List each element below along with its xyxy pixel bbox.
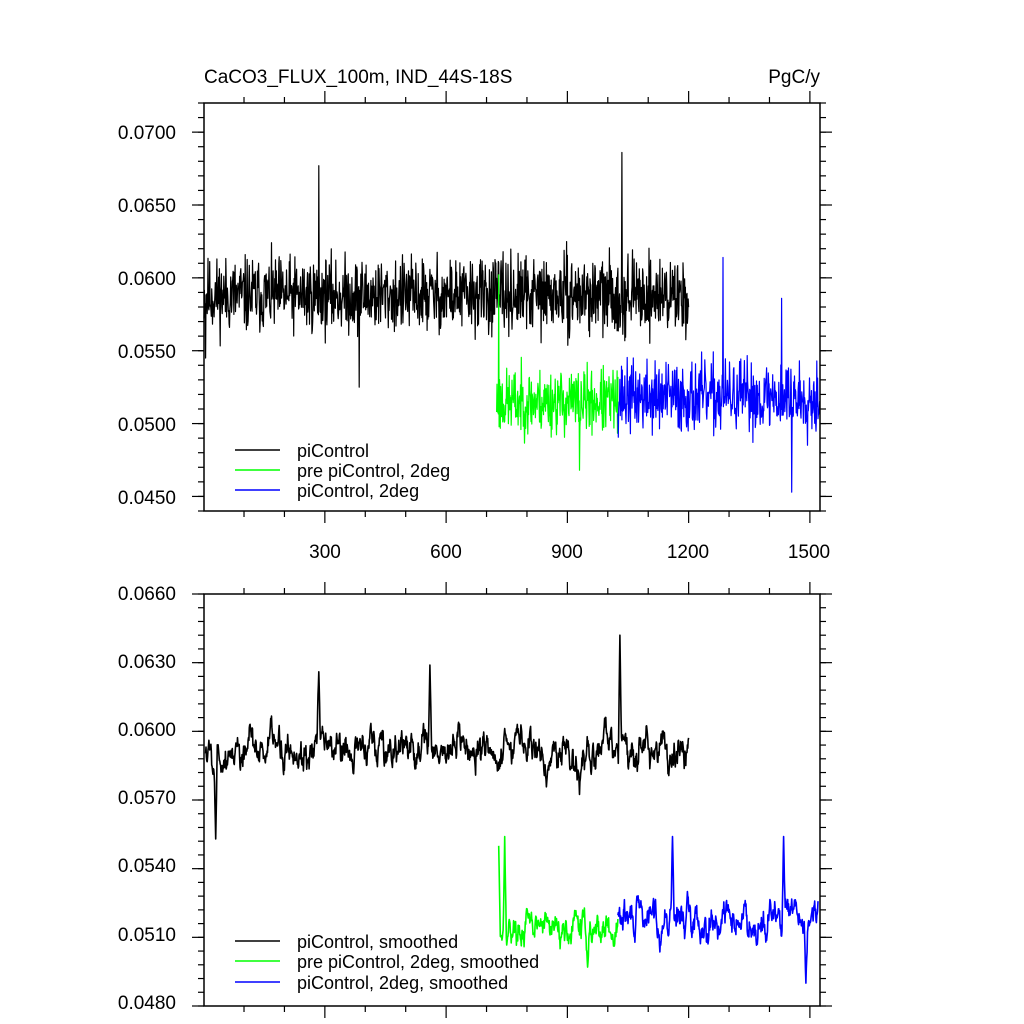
bottom-series-group: [204, 634, 819, 984]
bottom-ticks: [192, 582, 832, 1018]
bottom-legend-label: piControl, smoothed: [297, 932, 458, 952]
top-ticks: [192, 91, 832, 523]
bottom-series-line-1: [204, 634, 690, 840]
bottom-ytick-label: 0.0600: [118, 720, 176, 741]
top-ytick-label: 0.0500: [118, 415, 176, 436]
top-units: PgC/y: [768, 67, 820, 88]
top-ytick-label: 0.0550: [118, 342, 176, 363]
bottom-ytick-label: 0.0480: [118, 993, 176, 1014]
bottom-legend: piControl, smoothed pre piControl, 2deg,…: [235, 932, 539, 993]
bottom-ytick-label: 0.0660: [118, 584, 176, 605]
top-ytick-label: 0.0600: [118, 269, 176, 290]
top-series-line-3: [617, 256, 821, 493]
top-xtick-label: 300: [309, 542, 341, 563]
bottom-legend-label: piControl, 2deg, smoothed: [297, 973, 508, 993]
top-xtick-label: 1200: [667, 542, 709, 563]
top-panel: CaCO3_FLUX_100m, IND_44S-18S PgC/y 0.045…: [118, 67, 832, 563]
bottom-ytick-label: 0.0570: [118, 788, 176, 809]
top-legend-label: piControl: [297, 441, 369, 461]
bottom-series-line-2: [497, 835, 619, 968]
top-ytick-label: 0.0650: [118, 196, 176, 217]
bottom-legend-label: pre piControl, 2deg, smoothed: [297, 952, 539, 972]
top-xtick-label: 1500: [788, 542, 830, 563]
top-series-line-1: [203, 151, 690, 388]
bottom-ytick-labels: 0.0480 0.0510 0.0540 0.0570 0.0600 0.063…: [118, 584, 176, 1014]
top-ytick-labels: 0.0450 0.0500 0.0550 0.0600 0.0650 0.070…: [118, 123, 176, 509]
top-title: CaCO3_FLUX_100m, IND_44S-18S: [204, 67, 512, 88]
top-xtick-labels: 300 600 900 1200 1500: [309, 542, 830, 563]
top-legend-label: piControl, 2deg: [297, 481, 419, 501]
top-legend: piControl pre piControl, 2deg piControl,…: [235, 441, 450, 501]
top-ytick-label: 0.0700: [118, 123, 176, 144]
bottom-panel: 0.0480 0.0510 0.0540 0.0570 0.0600 0.063…: [118, 582, 832, 1018]
bottom-ytick-label: 0.0630: [118, 652, 176, 673]
top-ytick-label: 0.0450: [118, 488, 176, 509]
bottom-ytick-label: 0.0510: [118, 925, 176, 946]
top-series-group: [203, 151, 821, 493]
top-series-line-2: [496, 274, 619, 471]
top-legend-label: pre piControl, 2deg: [297, 461, 450, 481]
top-xtick-label: 900: [551, 542, 583, 563]
bottom-ytick-label: 0.0540: [118, 856, 176, 877]
top-xtick-label: 600: [430, 542, 462, 563]
bottom-series-line-3: [617, 835, 819, 984]
